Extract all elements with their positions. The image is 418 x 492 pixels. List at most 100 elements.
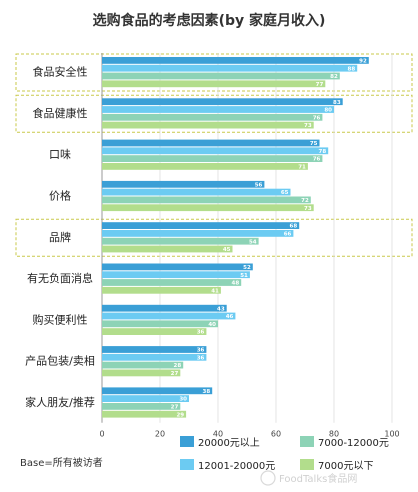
bars: 9288827783807673757876715665727368665445…: [102, 57, 369, 418]
bar-value-label: 71: [298, 165, 306, 171]
bar-value-label: 28: [174, 363, 182, 369]
bar-value-label: 36: [197, 355, 205, 361]
bar-value-label: 43: [217, 306, 225, 312]
bar-value-label: 46: [226, 314, 234, 320]
bar-value-label: 65: [281, 190, 289, 196]
category-labels: 食品安全性食品健康性口味价格品牌有无负面消息购买便利性产品包装/卖相家人朋友/推…: [25, 65, 95, 409]
category-label: 食品健康性: [33, 106, 88, 120]
legend: 20000元以上 12001-20000元 7000-12000元 7000元以下: [180, 436, 389, 472]
bar: [102, 57, 369, 64]
bar-value-label: 68: [290, 224, 298, 230]
bar-value-label: 83: [333, 100, 341, 106]
bar: [102, 230, 294, 237]
bar: [102, 163, 308, 170]
bar: [102, 410, 187, 418]
category-label: 产品包装/卖相: [25, 354, 95, 368]
bar: [102, 286, 221, 294]
bar-value-label: 75: [310, 141, 318, 147]
bar: [102, 369, 181, 377]
category-label: 品牌: [49, 230, 71, 244]
bar-value-label: 29: [176, 412, 184, 418]
bar: [102, 64, 358, 72]
bar: [102, 121, 314, 129]
legend-swatch: [180, 459, 194, 470]
bar: [102, 188, 291, 196]
watermark: FoodTalks食品网: [260, 470, 357, 486]
bar-value-label: 52: [243, 265, 251, 271]
bar-value-label: 73: [304, 206, 312, 212]
bar-value-label: 78: [319, 149, 327, 155]
bar-value-label: 36: [197, 330, 205, 336]
legend-label: 20000元以上: [198, 437, 260, 449]
bar: [102, 113, 323, 121]
bar: [102, 204, 314, 212]
bar-value-label: 45: [223, 247, 231, 253]
bar: [102, 304, 227, 312]
bar: [102, 106, 334, 113]
chart-title: 选购食品的考虑因素(by 家庭月收入): [93, 12, 326, 29]
bar: [102, 180, 265, 188]
bar: [102, 98, 343, 106]
bar-value-label: 56: [255, 182, 263, 188]
category-label: 价格: [49, 189, 71, 203]
base-note: Base=所有被访者: [20, 456, 103, 469]
bar-value-label: 80: [324, 108, 332, 114]
highlight-box-1: [15, 94, 413, 133]
bar: [102, 328, 207, 335]
watermark-text: FoodTalks食品网: [279, 472, 357, 485]
bar-value-label: 54: [249, 239, 257, 245]
bar-value-label: 66: [284, 232, 292, 238]
category-label: 家人朋友/推荐: [25, 395, 95, 409]
highlight-boxes: [15, 53, 413, 257]
legend-label: 7000元以下: [318, 461, 373, 472]
highlight-box-0: [15, 53, 413, 92]
legend-label: 7000-12000元: [318, 438, 389, 449]
category-label: 口味: [49, 148, 71, 161]
bar: [102, 346, 207, 353]
highlight-box-4: [15, 218, 413, 257]
x-tick-label: 60: [271, 430, 281, 439]
bar: [102, 263, 253, 271]
bar: [102, 387, 213, 395]
bar: [102, 72, 340, 80]
category-label: 食品安全性: [33, 65, 88, 79]
bar: [102, 361, 184, 369]
bar: [102, 155, 323, 162]
bar: [102, 403, 181, 410]
bar: [102, 237, 259, 245]
watermark-logo-icon: [260, 470, 276, 486]
x-tick-label: 0: [99, 430, 104, 439]
bar: [102, 320, 218, 328]
bar: [102, 222, 300, 229]
legend-label: 12001-20000元: [198, 461, 275, 472]
category-label: 购买便利性: [33, 312, 88, 326]
x-tick-label: 40: [213, 430, 223, 439]
bar-value-label: 38: [203, 389, 211, 395]
bar-value-label: 27: [171, 371, 179, 377]
bar: [102, 80, 326, 88]
bar: [102, 353, 207, 361]
bar-value-label: 92: [359, 59, 367, 65]
x-tick-label: 80: [329, 430, 339, 439]
bar: [102, 196, 311, 204]
bar-value-label: 51: [240, 273, 248, 279]
bar: [102, 147, 329, 155]
bar-value-label: 88: [348, 66, 356, 72]
bar-value-label: 48: [232, 281, 240, 287]
bar-value-label: 82: [330, 74, 338, 80]
bar: [102, 312, 236, 320]
bar-value-label: 40: [208, 322, 216, 328]
bar-value-label: 27: [171, 405, 179, 411]
x-tick-labels: 0 20 40 60 80 100: [99, 430, 399, 439]
x-tick-label: 20: [155, 430, 165, 439]
bar-value-label: 41: [211, 288, 219, 294]
bar-value-label: 72: [301, 198, 309, 204]
bar: [102, 245, 233, 253]
bar-value-label: 77: [316, 82, 324, 88]
bar-value-label: 76: [313, 157, 321, 163]
legend-swatch: [300, 459, 314, 470]
x-tick-label: 100: [384, 430, 399, 439]
bar-value-label: 76: [313, 115, 321, 121]
